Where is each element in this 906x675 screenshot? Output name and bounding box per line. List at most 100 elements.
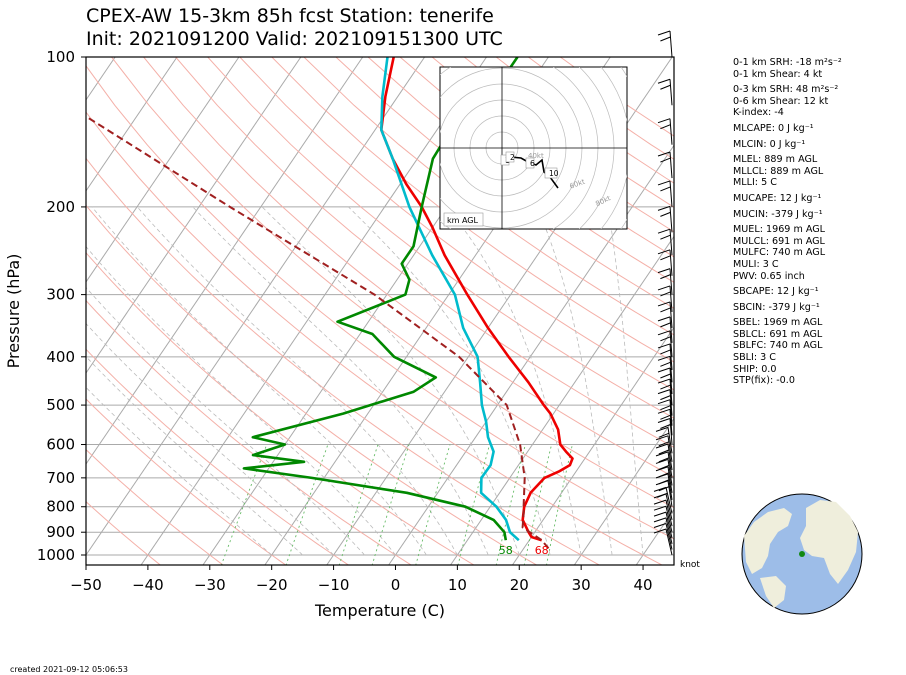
wind-barb-staff [665,512,673,539]
moist-adiabat-line [86,386,272,556]
y-tick-label: 700 [46,469,75,487]
index-row: MLCAPE: 0 J kg⁻¹ [733,122,814,134]
wind-barb [657,378,673,406]
wind-barb [657,268,673,295]
wind-barb-staff [669,229,673,256]
dry-adiabat-line [86,251,475,565]
wind-barb-flag [660,84,671,90]
wind-barb-flag [657,418,671,423]
wind-barb-flag [658,479,669,485]
dry-adiabat-line [86,348,350,565]
wind-barb-flag [657,330,671,336]
wind-barb [655,435,673,462]
y-tick-label: 600 [46,436,75,454]
wind-barb-flag [655,451,669,457]
wind-barb-flag [657,180,671,186]
index-row: MUCAPE: 12 J kg⁻¹ [733,192,822,204]
moist-adiabat-line [136,206,458,556]
wind-barb-flag [660,291,671,297]
wind-barb-staff [667,480,673,507]
wind-barb-staff [669,30,673,58]
dry-adiabat-line [111,57,674,509]
wind-barb-flag [657,151,671,157]
dry-adiabat-line [175,57,674,448]
wind-barb-staff [669,356,673,383]
wind-barb-staff [669,367,673,395]
hodograph-height-label: 2 [510,153,515,162]
isotherm-line [511,326,674,565]
index-row: SBLI: 3 C [733,352,776,364]
x-tick-label: 40 [634,576,653,594]
wind-barb-flag [657,205,671,211]
wind-barb-flag [657,408,671,414]
index-row: SBLCL: 691 m AGL [733,328,823,340]
wind-barb [653,511,673,539]
moist-adiabat-line [91,206,427,556]
wind-barb-staff [665,493,673,520]
wind-barb-flag [660,405,671,411]
y-tick-label: 200 [46,198,75,216]
wind-barb [657,228,673,256]
index-row: STP(fix): -0.0 [733,375,795,387]
isotherm-line [86,57,426,556]
wind-barb [657,355,673,383]
wind-barb-flag [657,399,671,405]
mixing-ratio-line [546,444,573,565]
wind-barb [657,30,673,58]
surface-value-label: 68 [535,544,549,557]
dry-adiabat-line [86,398,287,565]
wind-barb [657,343,673,370]
index-row: MUCIN: -379 J kg⁻¹ [733,208,823,220]
wind-barb-flag [655,435,669,441]
moist-adiabat-line [607,206,644,556]
moist-adiabat-line [446,206,582,556]
wind-barb-flag [660,36,671,42]
wind-barb-flag [653,505,667,511]
wind-barb-staff [669,285,673,312]
wind-barb-flag [660,336,671,342]
wind-barb-flag [658,441,669,447]
index-row: K-index: -4 [733,107,784,119]
wind-barb-staff [667,473,673,500]
x-axis-label: Temperature (C) [314,601,445,620]
x-tick-label: 20 [510,576,529,594]
moist-adiabat-line [86,323,334,556]
dry-adiabat-line [303,57,674,336]
x-tick-label: −40 [132,576,164,594]
wind-barb-flag [658,457,669,463]
dry-adiabat-line [86,111,664,565]
wind-barb-staff [669,389,673,416]
wind-barb-flag [657,355,671,361]
index-row: 0-6 km Shear: 12 kt [733,95,829,107]
dry-adiabat-line [86,204,538,565]
wind-barb-staff [669,399,673,426]
index-row: SBEL: 1969 m AGL [733,317,823,329]
wind-barb [657,408,673,436]
y-tick-label: 500 [46,396,75,414]
dry-adiabat-line [86,157,601,565]
wind-barb-flag [657,378,671,384]
wind-barb-staff [665,528,673,556]
y-axis-label: Pressure (hPa) [4,254,23,369]
wind-barb-flag [660,186,671,192]
wind-barb-flag [653,523,667,528]
wind-barb-flag [657,367,671,373]
wind-barb [657,389,673,416]
index-row: MULFC: 740 m AGL [733,247,826,259]
hodograph-units-box [443,212,484,227]
wind-barb-flag [653,486,667,492]
wetbulb-profile [242,57,519,541]
wind-barb [657,399,673,426]
wind-barb-flag [660,307,671,313]
y-tick-label: 800 [46,498,75,516]
wind-barb-staff [669,249,673,276]
index-row: MULI: 3 C [733,258,779,270]
wind-barb-flag [657,301,671,307]
wind-barb [657,301,673,328]
wind-barb [657,367,673,395]
wind-barb-flag [660,384,671,390]
isotherm-line [86,57,240,283]
index-row: MLCIN: 0 J kg⁻¹ [733,138,806,150]
wind-barb-staff [665,500,673,527]
index-row: 0-1 km SRH: -18 m²s⁻² [733,57,842,68]
